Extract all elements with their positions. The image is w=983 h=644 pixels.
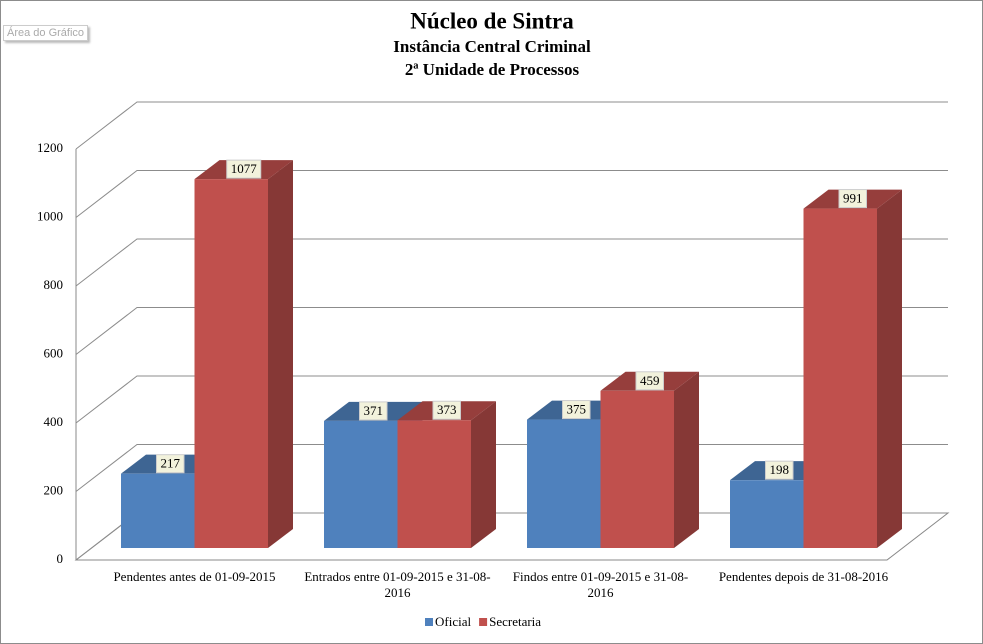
x-tick-label: Pendentes antes de 01-09-2015 [113,569,276,584]
bar [397,401,496,548]
bar-front [324,420,398,548]
data-label-box [359,401,388,421]
bar-front [527,419,601,548]
grid-line [75,307,948,355]
x-tick-label: Findos entre 01-09-2015 e 31-08-2016 [512,569,689,600]
data-label: 217 [161,456,181,471]
chart-title: Núcleo de Sintra [410,8,574,33]
data-label-box [156,454,185,474]
chart-subtitle: Instância Central Criminal [393,37,591,56]
y-tick-label: 400 [44,414,64,429]
grid-line [75,170,948,218]
y-tick-label: 1000 [37,208,63,223]
legend-swatch [425,618,433,626]
data-label: 375 [567,402,587,417]
y-tick-label: 800 [44,277,64,292]
x-tick-label: Pendentes depois de 31-08-2016 [718,569,889,584]
grid-line [75,238,948,287]
bar-side [674,371,699,548]
data-label: 371 [364,403,384,418]
bar-front [397,420,471,548]
bar-side [877,189,902,548]
data-label-box [226,159,262,179]
bar-front [194,179,268,548]
y-tick-label: 1200 [37,140,63,155]
data-label: 459 [640,373,660,388]
bar [803,189,902,548]
y-tick-label: 600 [44,345,64,360]
legend-label: Oficial [435,614,471,629]
y-tick-label: 200 [44,482,64,497]
data-label-box [635,371,664,391]
y-tick-label: 0 [57,551,64,566]
bar [600,371,699,548]
bar-front [121,473,195,548]
bar-front [803,208,877,548]
data-label-box [562,400,591,420]
bar [194,160,293,548]
legend-label: Secretaria [489,614,541,629]
bar-front [600,390,674,548]
data-label: 991 [843,191,863,206]
data-label: 1077 [231,161,258,176]
data-label-box [432,400,461,420]
data-label: 373 [437,402,457,417]
data-label-box [765,460,794,480]
bar-side [268,160,293,548]
legend-swatch [479,618,488,626]
data-label-box [838,189,867,209]
bar-front [730,480,804,548]
bar-side [471,401,496,548]
tooltip: Área do Gráfico [3,25,89,41]
chart-subtitle: 2ª Unidade de Processos [405,60,580,79]
data-label: 198 [770,462,790,477]
grid-line [75,101,948,150]
x-tick-label: Entrados entre 01-09-2015 e 31-08-2016 [304,569,491,600]
